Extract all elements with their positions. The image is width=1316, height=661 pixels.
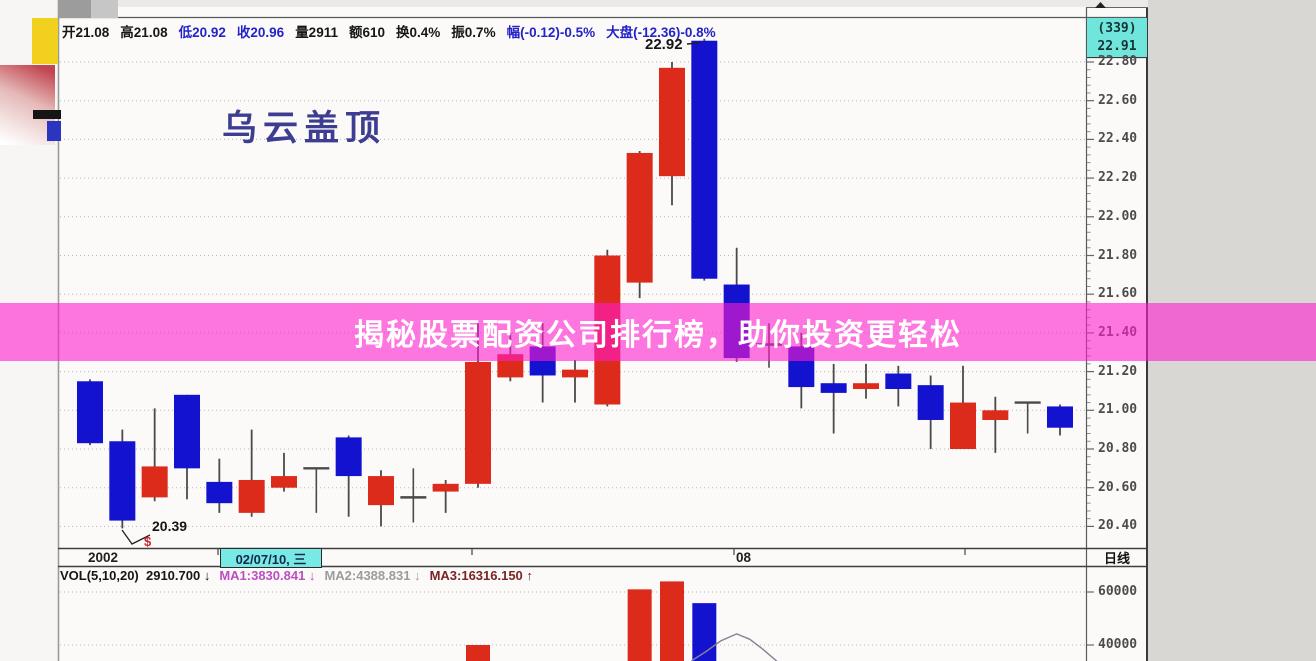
volume-tick-label: 60000: [1098, 584, 1138, 599]
candle[interactable]: [432, 479, 459, 513]
x-axis-year: 2002: [88, 550, 119, 565]
peak-price-label: 22.92: [645, 36, 683, 53]
peak-pointer-dash: [686, 42, 700, 45]
x-axis-month: 08: [736, 550, 752, 565]
price-tick-label: 22.40: [1098, 131, 1138, 147]
scroll-up-triangle: [1095, 2, 1106, 8]
quote-field: 低20.92: [178, 25, 226, 40]
candle[interactable]: [335, 435, 362, 517]
low-price-label: 20.39: [152, 518, 188, 534]
logo-yellow-block: [32, 18, 58, 64]
quote-code-box: (339) 22.91: [1087, 18, 1147, 57]
logo-blue-block: [47, 121, 61, 141]
ad-banner-text: 揭秘股票配资公司排行榜，助你投资更轻松: [354, 319, 962, 352]
price-tick-label: 21.80: [1098, 247, 1138, 263]
window-corner-fragment: [58, 0, 118, 18]
ad-banner-overlay[interactable]: 揭秘股票配资公司排行榜，助你投资更轻松: [0, 303, 1316, 361]
quote-field: 开21.08: [62, 25, 110, 40]
dollar-marker: $: [144, 534, 152, 549]
price-tick-label: 21.60: [1098, 286, 1138, 302]
candle[interactable]: [820, 363, 847, 434]
volume-ma-line: [691, 633, 778, 661]
pattern-annotation: 乌云盖顶: [222, 108, 387, 149]
candle[interactable]: [464, 323, 491, 488]
quote-field: 收20.96: [236, 25, 285, 40]
price-tick-label: 21.00: [1098, 402, 1138, 418]
period-label: 日线: [1103, 551, 1130, 566]
volume-bar[interactable]: [659, 581, 684, 661]
candle[interactable]: [949, 365, 976, 449]
price-tick-label: 22.00: [1098, 208, 1138, 224]
volume-bar[interactable]: [692, 603, 717, 661]
price-tick-label: 22.80: [1098, 54, 1138, 69]
volume-bar[interactable]: [465, 645, 490, 661]
candle[interactable]: [982, 396, 1009, 453]
candle[interactable]: [238, 429, 265, 517]
logo-red-block: [0, 65, 55, 145]
volume-readout-field: MA1:3830.841 ↓: [219, 568, 316, 583]
quote-code: (339): [1097, 20, 1137, 36]
candle[interactable]: [658, 62, 685, 206]
candle[interactable]: [1014, 401, 1041, 434]
volume-readout-field: MA3:16316.150 ↑: [429, 568, 533, 583]
quote-field: 大盘(-12.36)-0.8%: [606, 25, 716, 40]
price-tick-label: 22.20: [1098, 170, 1138, 186]
candle[interactable]: [691, 38, 718, 281]
price-tick-label: 20.40: [1098, 518, 1138, 534]
candle[interactable]: [270, 452, 297, 492]
candle[interactable]: [1046, 404, 1073, 436]
candle[interactable]: [561, 359, 588, 403]
quote-field: 量2911: [295, 25, 338, 40]
volume-readout-field: MA2:4388.831 ↓: [324, 568, 421, 583]
top-strip: [58, 0, 1148, 7]
quote-field: 额610: [348, 25, 386, 40]
candle[interactable]: [141, 408, 168, 502]
candle[interactable]: [77, 379, 103, 446]
candle[interactable]: [400, 468, 427, 523]
price-tick-label: 22.60: [1098, 92, 1138, 108]
candle[interactable]: [626, 151, 653, 299]
volume-tick-label: 40000: [1098, 637, 1138, 652]
candle[interactable]: [173, 394, 200, 500]
price-tick-label: 20.60: [1098, 479, 1138, 495]
volume-bar[interactable]: [627, 589, 652, 661]
candle[interactable]: [367, 470, 394, 527]
quote-last-price: 22.91: [1097, 38, 1137, 54]
candle[interactable]: [885, 365, 912, 407]
price-tick-label: 20.80: [1098, 441, 1138, 456]
quote-field: 振0.7%: [451, 25, 496, 40]
candle[interactable]: [206, 458, 233, 513]
price-tick-label: 21.20: [1098, 363, 1138, 379]
quote-field: 幅(-0.12)-0.5%: [506, 25, 596, 40]
low-pointer-line: [121, 529, 151, 545]
selected-date-highlight[interactable]: 02/07/10, 三: [220, 548, 322, 568]
logo-black-bar: [33, 110, 61, 119]
candle[interactable]: [917, 375, 944, 449]
volume-readout: VOL(5,10,20) 2910.700 ↓ MA1:3830.841 ↓ MA2…: [60, 568, 542, 583]
candle[interactable]: [852, 363, 879, 399]
quote-field: 换0.4%: [396, 25, 441, 40]
candle[interactable]: [109, 429, 136, 529]
candle[interactable]: [303, 467, 330, 513]
quote-info-bar: 开21.08 高21.08 低20.92 收20.96 量2911 额610 换0.4% 振0…: [62, 21, 727, 41]
volume-readout-field: VOL(5,10,20) 2910.700 ↓: [60, 568, 211, 583]
quote-field: 高21.08: [120, 25, 168, 40]
